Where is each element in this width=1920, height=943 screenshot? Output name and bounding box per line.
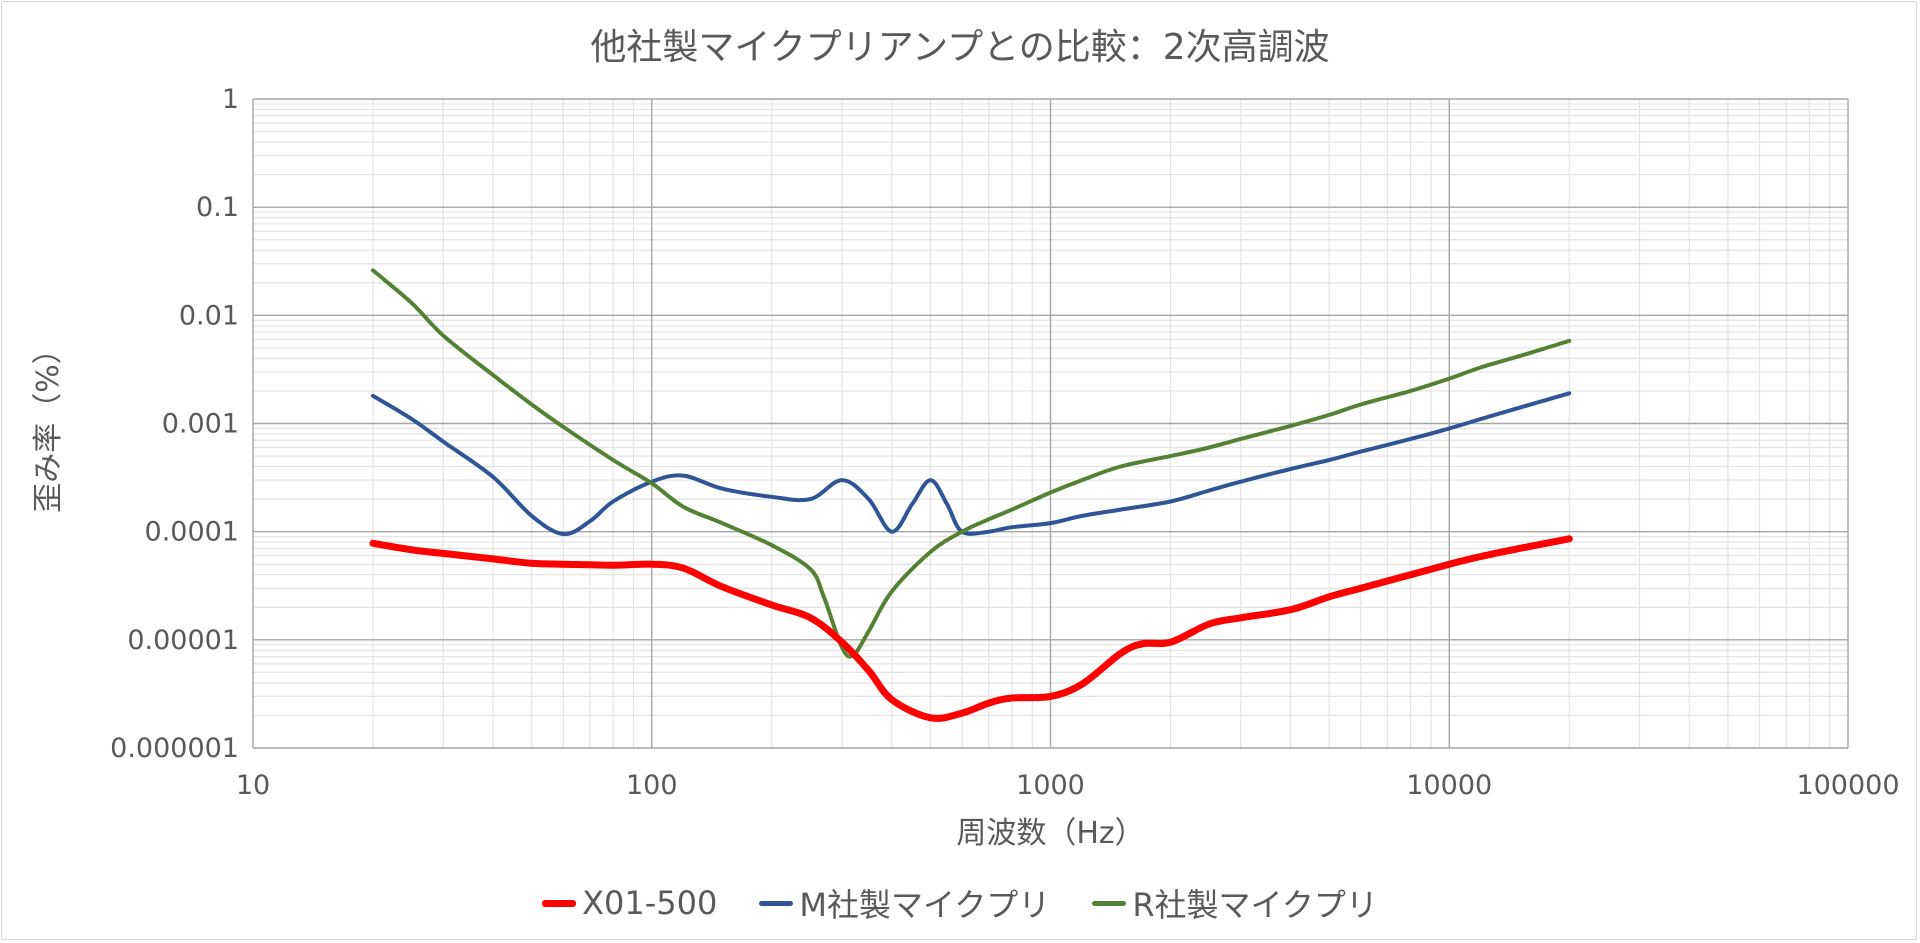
legend-label-m: M社製マイクプリ: [799, 886, 1051, 924]
x-tick-label: 100000: [1796, 770, 1899, 801]
y-tick-label: 0.000001: [110, 733, 239, 764]
legend-swatch-r: [1092, 900, 1127, 906]
y-tick-label: 0.1: [196, 192, 239, 223]
series-line-m: [371, 391, 1572, 537]
legend-item-r: R社製マイクプリ: [1092, 880, 1378, 926]
legend-label-r: R社製マイクプリ: [1132, 886, 1378, 924]
y-tick-label: 1: [222, 84, 239, 115]
series-line-x01-500: [369, 535, 1573, 722]
chart-title: 他社製マイクプリアンプとの比較：2次高調波: [590, 27, 1330, 68]
x-tick-label: 1000: [1016, 770, 1085, 801]
y-tick-label: 0.0001: [145, 517, 239, 548]
legend-item-x01-500: X01-500: [542, 880, 717, 926]
y-tick-label: 0.01: [179, 300, 239, 331]
y-axis-label: 歪み率（%）: [31, 334, 66, 513]
x-tick-label: 10: [236, 770, 270, 801]
y-tick-label: 0.00001: [127, 625, 239, 656]
x-axis-label: 周波数（Hz）: [956, 816, 1144, 851]
series-line-r: [371, 268, 1572, 659]
legend-label-x01-500: X01-500: [582, 884, 718, 922]
legend-swatch-x01-500: [542, 899, 577, 907]
y-tick-label: 0.001: [162, 409, 239, 440]
chart-legend: X01-500 M社製マイクプリ R社製マイクプリ: [0, 880, 1920, 926]
x-tick-label: 10000: [1406, 770, 1492, 801]
legend-swatch-m: [759, 900, 794, 906]
legend-item-m: M社製マイクプリ: [759, 880, 1050, 926]
x-tick-label: 100: [626, 770, 678, 801]
